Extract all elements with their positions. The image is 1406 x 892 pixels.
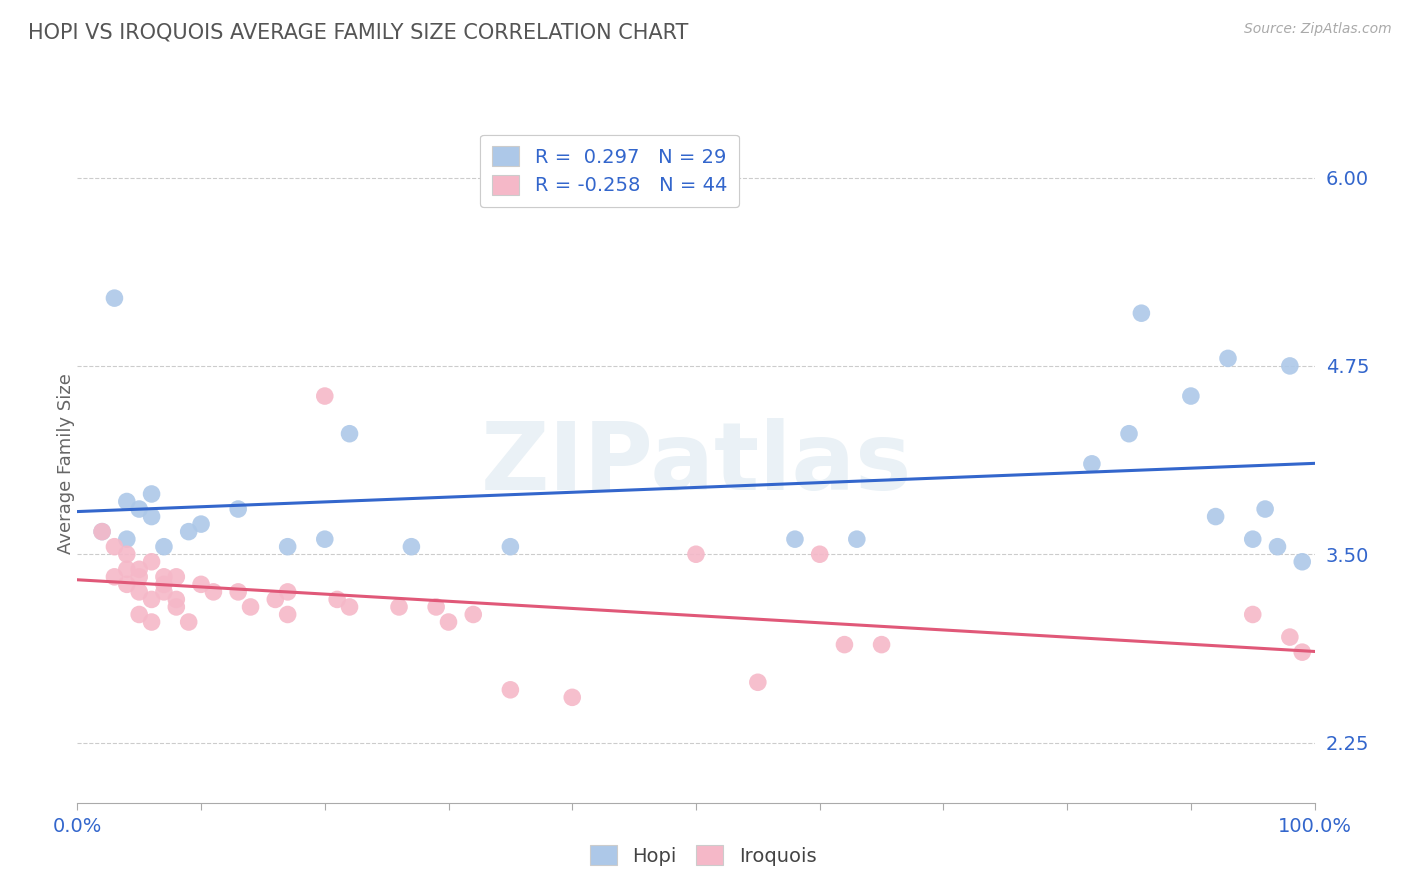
Legend: R =  0.297   N = 29, R = -0.258   N = 44: R = 0.297 N = 29, R = -0.258 N = 44 [479,135,738,207]
Point [115,577,138,591]
Point [239,599,262,614]
Point [141,615,163,629]
Point [141,487,163,501]
Point [1205,509,1227,524]
Point [264,592,287,607]
Point [1081,457,1104,471]
Point [1291,645,1313,659]
Point [808,547,831,561]
Point [437,615,460,629]
Point [314,532,336,546]
Point [747,675,769,690]
Point [226,585,249,599]
Point [1118,426,1140,441]
Point [115,494,138,508]
Point [339,599,361,614]
Y-axis label: Average Family Size: Average Family Size [58,374,75,554]
Legend: Hopi, Iroquois: Hopi, Iroquois [582,838,824,873]
Point [845,532,868,546]
Point [165,570,187,584]
Point [226,502,249,516]
Point [103,540,125,554]
Point [277,585,299,599]
Point [1278,359,1301,373]
Point [141,509,163,524]
Point [326,592,349,607]
Point [1130,306,1153,320]
Point [153,585,176,599]
Point [499,540,522,554]
Point [202,585,225,599]
Point [153,540,176,554]
Point [128,570,150,584]
Point [561,690,583,705]
Point [499,682,522,697]
Point [103,291,125,305]
Point [388,599,411,614]
Point [115,562,138,576]
Point [177,615,200,629]
Point [277,540,299,554]
Point [128,502,150,516]
Point [177,524,200,539]
Point [870,638,893,652]
Point [401,540,423,554]
Point [190,517,212,532]
Point [128,585,150,599]
Point [277,607,299,622]
Point [165,599,187,614]
Point [91,524,114,539]
Point [1241,532,1264,546]
Text: Source: ZipAtlas.com: Source: ZipAtlas.com [1244,22,1392,37]
Point [314,389,336,403]
Point [339,426,361,441]
Point [685,547,707,561]
Point [128,607,150,622]
Point [783,532,806,546]
Point [153,570,176,584]
Point [1254,502,1277,516]
Text: HOPI VS IROQUOIS AVERAGE FAMILY SIZE CORRELATION CHART: HOPI VS IROQUOIS AVERAGE FAMILY SIZE COR… [28,22,689,42]
Point [425,599,447,614]
Point [128,562,150,576]
Point [1216,351,1239,366]
Point [190,577,212,591]
Point [1291,555,1313,569]
Point [91,524,114,539]
Point [115,547,138,561]
Point [1180,389,1202,403]
Point [1241,607,1264,622]
Point [153,577,176,591]
Point [115,532,138,546]
Point [141,555,163,569]
Point [141,592,163,607]
Point [834,638,856,652]
Point [1267,540,1289,554]
Point [103,570,125,584]
Point [165,592,187,607]
Point [463,607,485,622]
Point [1278,630,1301,644]
Text: ZIPatlas: ZIPatlas [481,417,911,510]
